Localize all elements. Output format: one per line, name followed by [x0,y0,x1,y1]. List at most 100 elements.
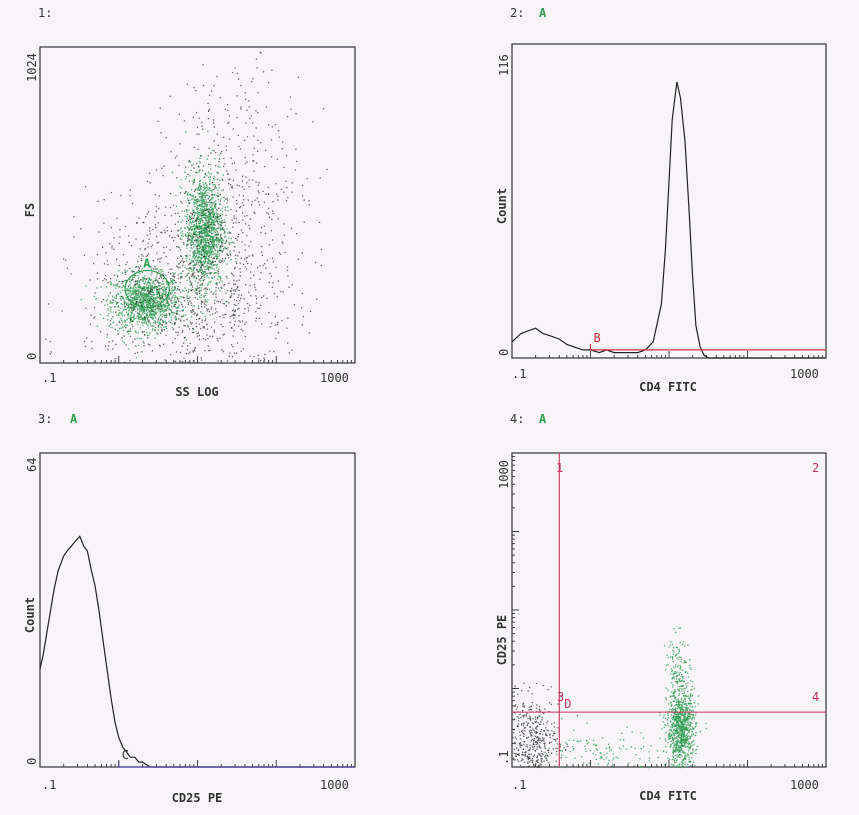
event-dot [159,314,161,316]
event-dot [163,293,165,296]
event-dot [219,179,221,182]
event-dot [192,241,194,243]
event-dot [673,760,676,762]
event-dot [215,243,217,246]
event-dot [219,250,221,252]
event-dot [136,289,138,291]
event-dot [108,325,110,327]
event-dot [208,250,210,252]
event-dot [135,295,137,297]
event-dot [187,219,189,221]
event-dot [241,180,243,182]
event-dot [168,298,170,300]
event-dot [184,287,186,289]
event-dot [204,224,207,226]
event-dot [207,217,209,219]
event-dot [112,348,114,350]
event-dot [174,322,176,324]
event-dot [272,210,274,212]
event-dot [122,297,124,300]
event-dot [270,275,273,277]
event-dot [141,312,144,314]
event-dot [207,242,210,244]
event-dot [174,315,176,317]
event-dot [200,303,203,305]
event-dot [209,249,211,251]
event-dot [183,300,186,302]
event-dot [216,270,219,272]
event-dot [199,187,202,189]
event-dot [192,246,195,248]
event-dot [210,326,213,328]
event-dot [259,307,261,309]
event-dot [149,314,151,316]
event-dot [138,302,140,304]
event-dot [151,288,153,290]
event-dot [276,158,278,160]
event-dot [206,334,208,336]
event-dot [198,214,200,216]
event-dot [165,206,167,208]
event-dot [213,207,215,209]
event-dot [286,269,289,272]
event-dot [121,280,124,282]
event-dot [244,335,246,338]
event-dot [132,319,134,322]
event-dot [172,342,174,344]
event-dot [214,224,216,226]
event-dot [690,728,692,730]
event-dot [136,351,139,354]
event-dot [688,697,690,699]
event-dot [677,744,679,746]
event-dot [118,293,120,295]
event-dot [238,307,240,309]
event-dot [675,744,677,747]
event-dot [192,236,195,238]
event-dot [199,205,201,208]
event-dot [135,317,137,319]
event-dot [144,248,146,251]
event-dot [136,299,138,301]
event-dot [143,317,145,319]
event-dot [192,328,195,331]
event-dot [131,304,133,306]
event-dot [130,279,133,281]
event-dot [193,210,195,213]
event-dot [214,213,216,215]
event-dot [147,300,150,302]
event-dot [108,313,110,315]
event-dot [205,304,207,306]
event-dot [230,296,232,298]
event-dot [674,737,676,739]
event-dot [138,312,140,314]
event-dot [683,757,686,759]
event-dot [170,316,172,318]
event-dot [213,272,215,275]
event-dot [275,182,277,185]
event-dot [160,300,162,302]
event-dot [681,750,684,752]
event-dot [157,222,159,224]
event-dot [274,316,276,318]
event-dot [166,301,168,303]
event-dot [209,247,212,249]
event-dot [118,264,120,267]
event-dot [189,239,191,241]
event-dot [158,308,161,310]
event-dot [680,746,682,749]
panel-3-x-min-label: .1 [42,778,56,792]
event-dot [678,705,680,707]
event-dot [201,261,203,263]
event-dot [207,223,209,225]
event-dot [231,219,233,221]
event-dot [133,316,135,318]
event-dot [209,217,212,219]
event-dot [192,233,194,235]
event-dot [691,722,693,724]
event-dot [132,290,135,292]
event-dot [194,195,197,197]
event-dot [207,235,209,237]
event-dot [236,300,238,302]
event-dot [673,745,675,747]
event-dot [209,236,211,238]
